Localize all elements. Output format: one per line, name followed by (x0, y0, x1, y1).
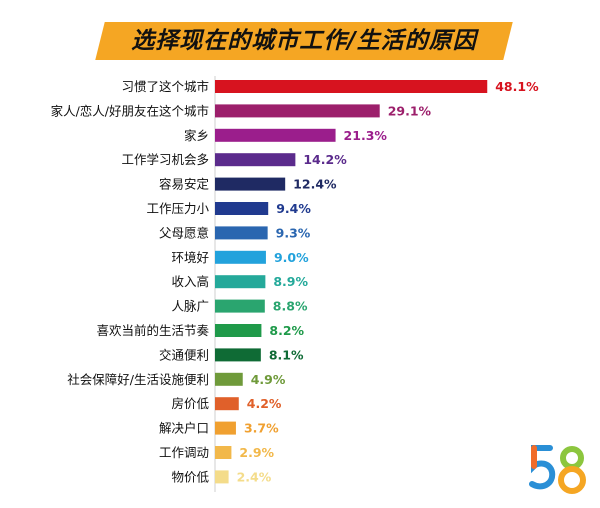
value-label: 21.3% (344, 128, 388, 143)
category-label: 房价低 (171, 396, 209, 411)
bar (215, 446, 232, 459)
value-label: 8.1% (269, 347, 304, 362)
value-label: 2.9% (239, 445, 274, 460)
value-label: 9.3% (276, 225, 311, 240)
category-label: 环境好 (171, 250, 209, 265)
category-label: 喜欢当前的生活节奏 (96, 323, 209, 338)
category-label: 家乡 (184, 128, 209, 143)
category-label: 父母愿意 (159, 225, 209, 240)
bar (215, 202, 269, 215)
value-label: 8.9% (273, 274, 308, 289)
category-label: 人脉广 (171, 299, 209, 314)
title-banner: 选择现在的城市工作/生活的原因 (0, 0, 600, 70)
bar (215, 128, 336, 142)
bar (215, 421, 236, 435)
bar (215, 397, 239, 411)
category-label: 交通便利 (159, 347, 209, 362)
value-label: 14.2% (303, 152, 347, 167)
bar (215, 226, 268, 240)
bar (215, 348, 261, 362)
category-label: 收入高 (171, 274, 209, 289)
category-label: 家人/恋人/好朋友在这个城市 (51, 103, 209, 118)
value-label: 8.2% (269, 323, 304, 338)
category-label: 习惯了这个城市 (121, 79, 209, 94)
category-label: 工作压力小 (146, 201, 209, 216)
category-label: 物价低 (171, 469, 209, 484)
bar (215, 324, 262, 337)
logo-58-icon (529, 445, 586, 494)
chart-title: 选择现在的城市工作/生活的原因 (131, 28, 477, 54)
value-label: 2.4% (237, 469, 272, 484)
bar (215, 177, 286, 191)
value-label: 9.0% (274, 250, 309, 265)
bar (215, 299, 265, 313)
category-label: 工作调动 (159, 445, 209, 460)
value-label: 8.8% (273, 299, 308, 314)
category-label: 社会保障好/生活设施便利 (67, 372, 209, 387)
bar (215, 104, 380, 118)
category-label: 工作学习机会多 (121, 152, 209, 167)
bar (215, 275, 266, 289)
value-label: 3.7% (244, 421, 279, 436)
logo-58 (528, 440, 588, 500)
value-label: 4.2% (247, 396, 282, 411)
bar (215, 153, 296, 167)
value-label: 12.4% (293, 177, 337, 192)
bar (215, 470, 229, 484)
category-label: 解决户口 (159, 421, 209, 436)
value-label: 48.1% (495, 79, 539, 94)
category-label: 容易安定 (159, 177, 209, 192)
value-label: 4.9% (251, 372, 286, 387)
value-label: 29.1% (388, 103, 432, 118)
value-label: 9.4% (276, 201, 311, 216)
bar (215, 80, 488, 93)
bar (215, 250, 266, 264)
bar (215, 372, 243, 386)
